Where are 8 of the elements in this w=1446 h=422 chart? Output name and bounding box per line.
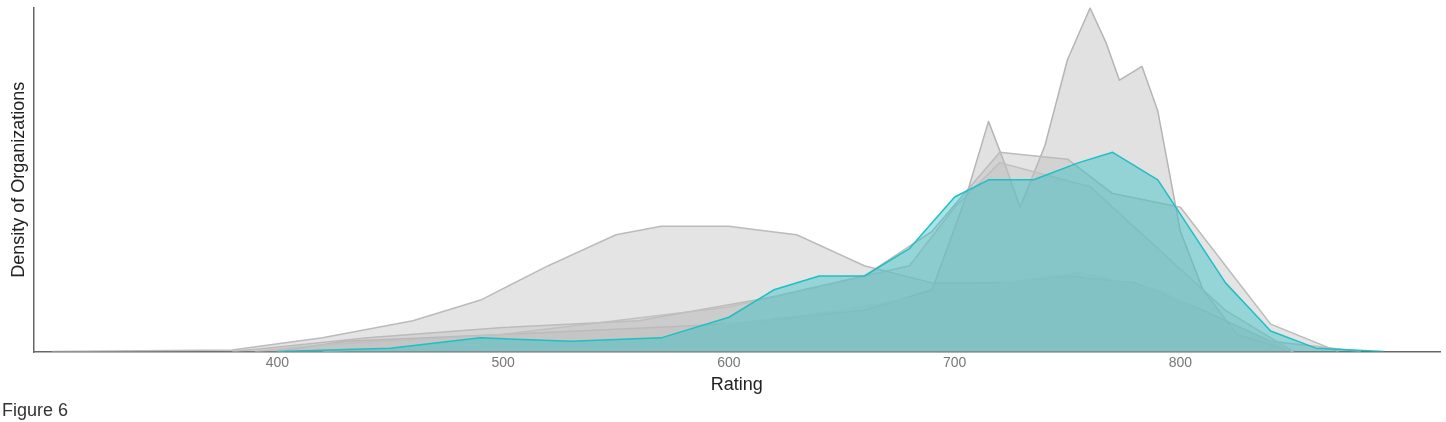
y-axis-title: Density of Organizations bbox=[7, 81, 28, 278]
x-tick-label: 800 bbox=[1168, 353, 1193, 370]
caption: Figure 6 bbox=[2, 399, 69, 420]
x-axis-title: Rating bbox=[710, 374, 763, 395]
x-tick-label: 400 bbox=[265, 353, 290, 370]
x-tick-label: 600 bbox=[717, 353, 741, 370]
x-tick-label: 500 bbox=[491, 353, 516, 370]
x-tick-label: 700 bbox=[942, 353, 967, 370]
